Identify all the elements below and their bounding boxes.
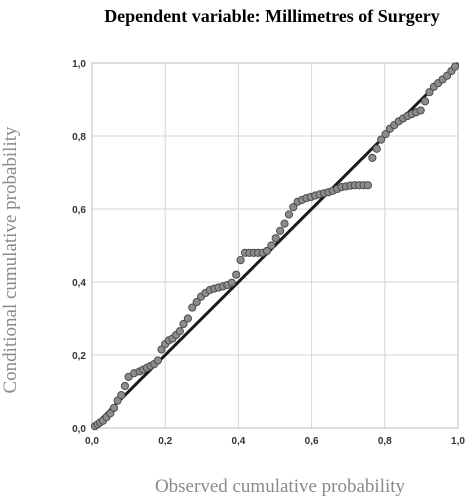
x-tick-label: 0,8: [378, 436, 392, 447]
data-point: [280, 219, 289, 228]
data-point: [188, 303, 197, 312]
data-point: [106, 409, 115, 418]
x-tick-label: 0,2: [158, 436, 172, 447]
data-point: [416, 106, 425, 115]
data-point: [117, 391, 126, 400]
data-point: [381, 130, 390, 139]
x-tick-label: 1,0: [451, 436, 465, 447]
x-tick-label: 0,4: [231, 436, 245, 447]
data-point: [109, 403, 119, 413]
y-tick-label: 0,8: [72, 132, 86, 143]
data-point: [153, 356, 162, 365]
y-tick-label: 0,4: [72, 278, 86, 289]
plot-area-frame: [91, 62, 459, 429]
data-point: [271, 234, 280, 243]
chart-title: Dependent variable: Millimetres of Surge…: [104, 6, 440, 26]
grid-lines: [92, 63, 458, 428]
data-point: [368, 153, 377, 162]
data-point: [124, 372, 133, 381]
data-point: [236, 256, 245, 265]
data-point: [276, 226, 285, 235]
data-point: [377, 135, 386, 144]
data-point: [372, 144, 381, 153]
data-point: [450, 62, 460, 71]
data-point: [192, 297, 201, 307]
data-point: [157, 345, 166, 354]
data-point: [363, 181, 373, 190]
data-point: [113, 396, 122, 405]
y-axis-ticks: 0,0 0,2 0,4 0,6 0,8 1,0: [72, 59, 86, 435]
x-tick-label: 0,6: [305, 436, 319, 447]
data-points: [90, 62, 460, 431]
data-point: [120, 381, 130, 391]
x-tick-label: 0,0: [85, 436, 99, 447]
data-point: [425, 88, 434, 97]
data-point: [232, 270, 241, 279]
y-tick-label: 0,2: [72, 351, 86, 362]
data-point: [179, 319, 188, 329]
data-point: [262, 246, 272, 256]
y-tick-label: 0,0: [72, 424, 86, 435]
data-point: [175, 327, 184, 336]
data-point: [289, 203, 298, 212]
y-axis-label: Conditional cumulative probability: [0, 126, 21, 394]
data-point: [420, 97, 430, 106]
y-tick-label: 0,6: [72, 205, 86, 216]
data-point: [183, 314, 192, 323]
data-point: [284, 210, 294, 219]
x-axis-label: Observed cumulative probability: [155, 476, 406, 497]
y-tick-label: 1,0: [72, 59, 86, 70]
data-point: [227, 278, 236, 287]
x-axis-ticks: 0,0 0,2 0,4 0,6 0,8 1,0: [85, 436, 465, 447]
data-point: [267, 241, 276, 250]
